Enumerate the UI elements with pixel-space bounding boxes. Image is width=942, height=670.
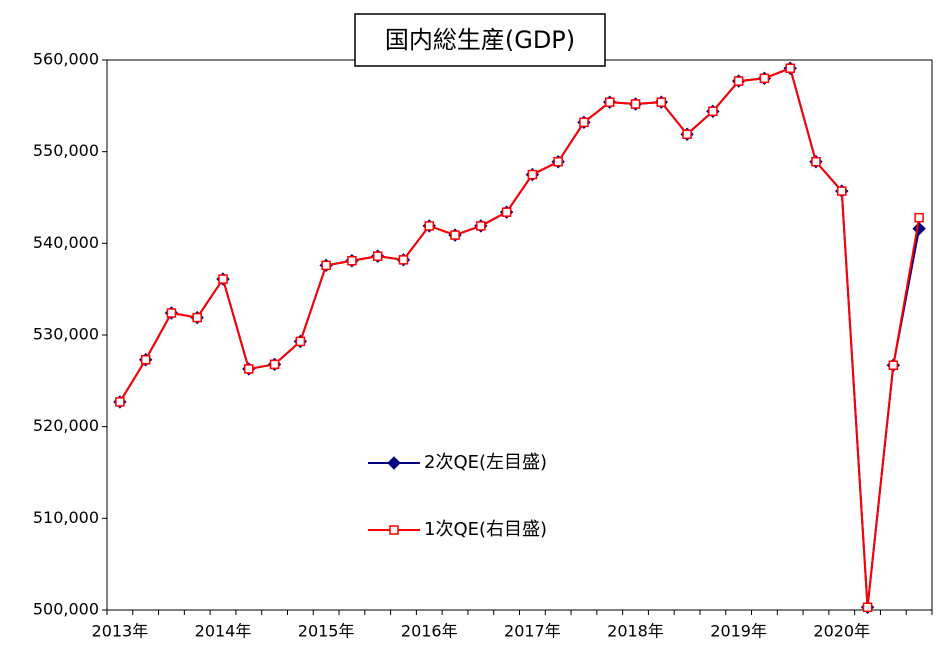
data-point — [759, 73, 770, 84]
data-point — [424, 221, 435, 231]
x-tick-label: 2016年 — [401, 622, 458, 641]
x-tick-label: 2017年 — [504, 622, 561, 641]
y-tick-label: 530,000 — [33, 325, 99, 344]
data-point — [630, 99, 641, 109]
title-box — [354, 13, 606, 67]
y-tick-label: 510,000 — [33, 508, 99, 527]
x-tick-label: 2013年 — [92, 622, 149, 641]
x-tick-label: 2020年 — [813, 622, 870, 641]
data-point — [140, 355, 151, 365]
data-point — [912, 221, 926, 236]
y-tick-label: 520,000 — [33, 416, 99, 435]
y-tick-label: 500,000 — [33, 600, 99, 619]
x-tick-label: 2019年 — [710, 622, 767, 641]
data-point — [347, 256, 357, 266]
data-point — [192, 312, 202, 323]
data-point — [450, 230, 460, 240]
y-tick-label: 560,000 — [33, 50, 99, 69]
data-point — [321, 260, 331, 271]
data-point — [914, 212, 924, 223]
data-point — [579, 117, 589, 128]
x-tick-label: 2014年 — [195, 622, 252, 641]
x-tick-label: 2015年 — [298, 622, 355, 641]
data-point — [269, 359, 280, 370]
data-point — [244, 364, 254, 374]
legend-label: 2次QE(左目盛) — [424, 452, 547, 473]
data-point — [553, 157, 563, 167]
data-point — [372, 251, 383, 261]
legend-label: 1次QE(右目盛) — [424, 519, 547, 540]
plot-area — [106, 59, 933, 611]
legend-marker — [387, 456, 401, 470]
data-point — [398, 255, 409, 265]
y-tick-label: 540,000 — [33, 233, 99, 252]
data-point — [733, 76, 744, 86]
data-point — [115, 397, 125, 407]
data-point — [862, 602, 873, 612]
data-point — [888, 360, 899, 370]
data-point — [682, 129, 692, 139]
data-point — [527, 169, 538, 180]
data-point — [811, 157, 821, 167]
data-point — [785, 63, 795, 73]
y-tick-label: 550,000 — [33, 141, 99, 160]
x-tick-label: 2018年 — [607, 622, 664, 641]
data-point — [501, 207, 512, 217]
data-point — [604, 97, 615, 107]
legend-marker — [389, 525, 399, 535]
data-point — [295, 336, 306, 347]
data-point — [218, 274, 228, 284]
data-point — [837, 186, 847, 196]
data-point — [708, 106, 718, 117]
data-point — [656, 97, 667, 107]
data-point — [166, 308, 177, 318]
chart-title: 国内総生産(GDP) — [385, 26, 575, 54]
data-point — [476, 221, 486, 231]
